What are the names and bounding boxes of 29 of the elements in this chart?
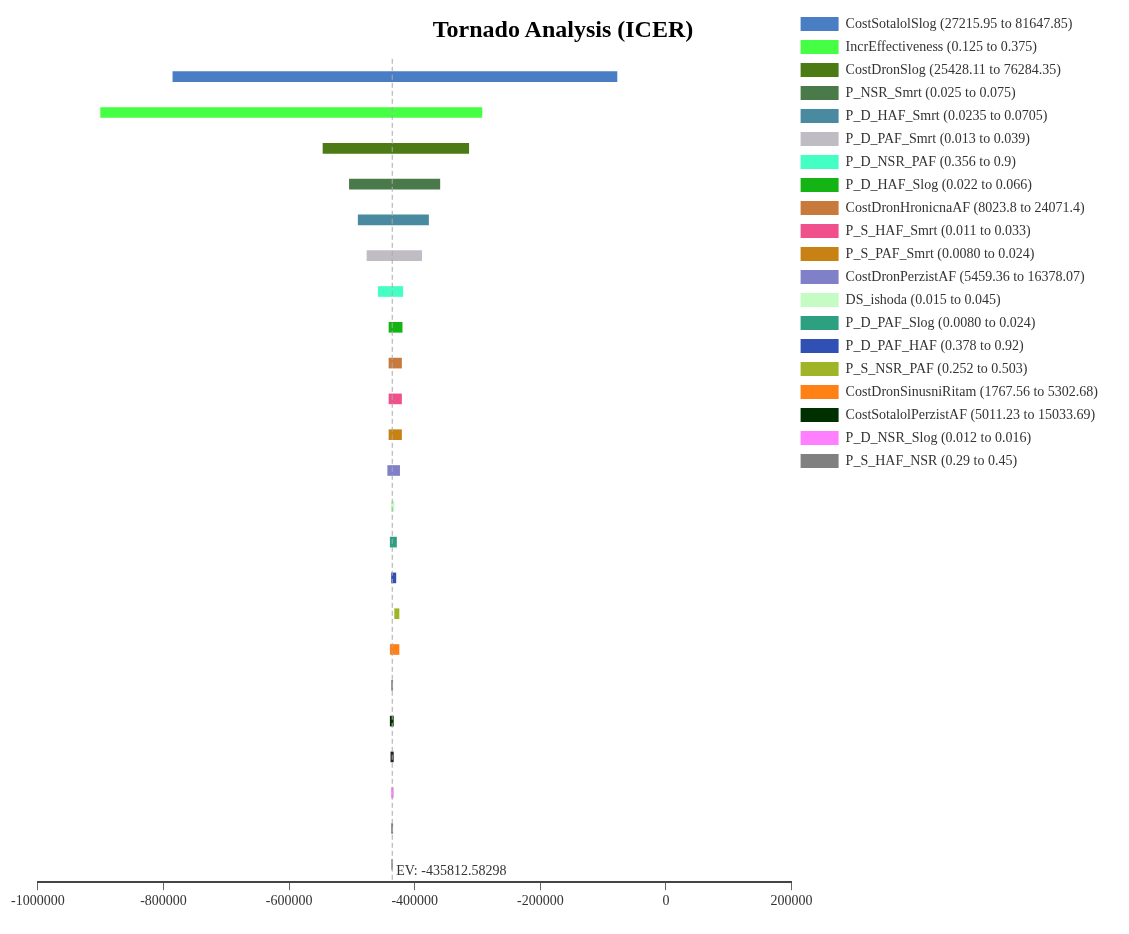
legend-label: CostDronHronicnaAF (8023.8 to 24071.4) [845,199,1086,216]
legend-label: CostDronSinusniRitam (1767.56 to 5302.68) [845,383,1099,400]
legend-label: P_D_HAF_Slog (0.022 to 0.066) [845,176,1033,193]
legend-label: P_S_HAF_NSR (0.29 to 0.45) [845,452,1018,469]
x-tick-label: -400000 [391,893,439,909]
x-tick-label: -600000 [265,893,313,909]
legend-label: CostSotalolSlog (27215.95 to 81647.85) [845,15,1073,32]
legend-label: P_D_NSR_Slog (0.012 to 0.016) [845,429,1032,446]
legend-label: IncrEffectiveness (0.125 to 0.375) [845,38,1038,55]
legend-label: P_D_HAF_Smrt (0.0235 to 0.0705) [845,107,1048,124]
x-tick-label: -200000 [517,893,564,909]
x-tick-label: 200000 [770,893,813,909]
chart-title: Tornado Analysis (ICER) [432,15,694,42]
legend-label: P_D_NSR_PAF (0.356 to 0.9) [845,153,1017,170]
legend-label: P_S_HAF_Smrt (0.011 to 0.033) [845,222,1031,239]
legend-label: P_S_PAF_Smrt (0.0080 to 0.024) [845,245,1035,262]
legend-label: P_S_NSR_PAF (0.252 to 0.503) [845,360,1028,377]
legend-label: P_D_PAF_Slog (0.0080 to 0.024) [845,314,1036,331]
x-tick-label: -800000 [140,893,187,909]
legend-label: CostDronSlog (25428.11 to 76284.35) [845,61,1062,78]
ref-line-label: EV: -435812.58298 [396,862,507,878]
legend-label: DS_ishoda (0.015 to 0.045) [845,291,1002,308]
legend-label: P_D_PAF_HAF (0.378 to 0.92) [845,337,1024,354]
legend-label: CostSotalolPerzistAF (5011.23 to 15033.69) [845,406,1096,423]
legend-label: P_D_PAF_Smrt (0.013 to 0.039) [845,130,1031,147]
legend-label: P_NSR_Smrt (0.025 to 0.075) [845,84,1016,101]
legend-label: CostDronPerzistAF (5459.36 to 16378.07) [845,268,1086,285]
x-tick-label: 0 [662,893,670,909]
x-tick-label: -1000000 [11,893,65,909]
